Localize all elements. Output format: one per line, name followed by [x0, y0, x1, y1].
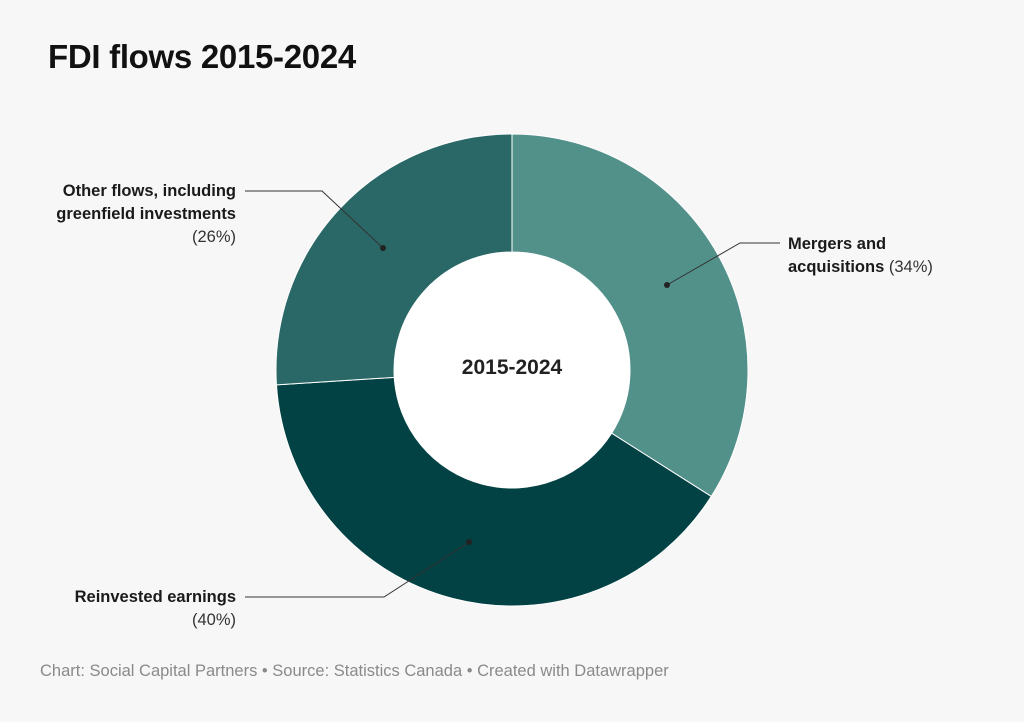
label-mergers-pct: (34%) [888, 258, 933, 276]
chart-title: FDI flows 2015-2024 [48, 38, 356, 75]
label-reinvested: Reinvested earnings (40%) [75, 586, 236, 632]
leader-dot-mergers [664, 282, 670, 288]
leader-dot-reinvested [466, 539, 472, 545]
chart-footer: Chart: Social Capital Partners • Source:… [40, 662, 669, 680]
leader-line-mergers [666, 242, 780, 286]
label-mergers: Mergers and acquisitions (34%) [788, 233, 933, 279]
label-mergers-line2: acquisitions [788, 258, 885, 276]
label-reinvested-line1: Reinvested earnings [74, 588, 236, 606]
label-other-pct: (26%) [191, 228, 236, 246]
leader-dot-other [380, 245, 386, 251]
label-reinvested-pct: (40%) [191, 611, 236, 629]
leader-line-reinvested [245, 541, 470, 598]
donut-center-label: 2015-2024 [461, 356, 563, 379]
label-mergers-line1: Mergers and [788, 235, 887, 253]
label-other: Other flows, including greenfield invest… [56, 180, 236, 249]
label-other-line2: greenfield investments [56, 205, 236, 223]
donut-hole [394, 252, 630, 488]
label-other-line1: Other flows, including [62, 182, 236, 200]
leader-line-other [245, 190, 384, 249]
